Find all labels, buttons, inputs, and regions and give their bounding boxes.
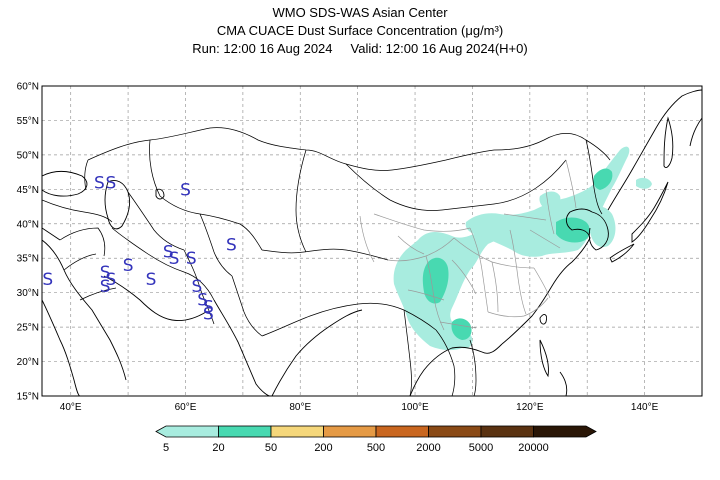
lat-tick-label: 55°N <box>17 116 39 127</box>
dust-station-symbol: S <box>180 180 191 200</box>
dust-station-symbol: S <box>100 263 111 283</box>
lat-tick-label: 45°N <box>17 185 39 196</box>
dust-station-symbol: S <box>203 304 214 324</box>
dust-station-symbol: S <box>192 277 203 297</box>
longitude-labels: 40°E 60°E 80°E 100°E 120°E 140°E <box>60 402 659 413</box>
latitude-labels: 15°N 20°N 25°N 30°N 35°N 40°N 45°N 50°N 55°N 60°N <box>17 82 39 403</box>
map-subtitle: CMA CUACE Dust Surface Concentration (μg… <box>216 23 504 38</box>
dust-region-yunnan-patch <box>451 318 472 340</box>
colorbar-label: 500 <box>367 442 385 454</box>
dust-station-symbol: S <box>169 249 180 269</box>
lat-tick-label: 40°N <box>17 219 39 230</box>
dust-station-symbol: S <box>163 242 174 262</box>
dust-station-symbol: S <box>197 291 208 311</box>
dust-region-japan-sea <box>636 177 652 189</box>
colorbar-segment <box>375 425 429 438</box>
valid-time: Valid: 12:00 16 Aug 2024(H+0) <box>350 41 528 56</box>
lon-tick-label: 100°E <box>401 402 429 413</box>
dust-station-symbol: S <box>105 270 116 290</box>
dust-region-ne-china <box>593 168 613 190</box>
colorbar-segment <box>428 425 482 438</box>
dust-station-symbol: S <box>186 249 197 269</box>
colorbar-label: 5000 <box>469 442 493 454</box>
lon-tick-label: 140°E <box>631 402 659 413</box>
province-borders <box>359 159 577 331</box>
lon-tick-label: 80°E <box>289 402 311 413</box>
map-frame <box>41 85 703 397</box>
lat-tick-label: 30°N <box>17 288 39 299</box>
colorbar-segment <box>218 425 272 438</box>
dust-station-symbol: S <box>42 270 53 290</box>
country-borders <box>42 127 611 396</box>
lon-tick-label: 120°E <box>516 402 544 413</box>
lat-tick-label: 25°N <box>17 323 39 334</box>
colorbar-segment <box>480 425 534 438</box>
colorbar-label: 20000 <box>518 442 549 454</box>
colorbar-label: 200 <box>314 442 332 454</box>
dust-station-symbol: S <box>226 235 237 255</box>
lon-tick-label: 40°E <box>60 402 82 413</box>
lat-tick-label: 50°N <box>17 150 39 161</box>
lat-tick-label: 20°N <box>17 357 39 368</box>
colorbar-label: 50 <box>265 442 277 454</box>
dust-region-sw-china <box>393 220 518 351</box>
colorbar: 5 20 50 200 500 2000 5000 20000 <box>155 425 597 454</box>
dust-region-north-china-2 <box>539 191 561 210</box>
colorbar-segment <box>533 425 597 438</box>
map-title: WMO SDS-WAS Asian Center <box>272 5 448 20</box>
run-valid-line: Run: 12:00 16 Aug 2024 Valid: 12:00 16 Au… <box>0 40 720 57</box>
dust-station-symbol: S <box>146 270 157 290</box>
dust-region-korea <box>588 206 616 248</box>
lat-tick-label: 60°N <box>17 82 39 93</box>
dust-station-symbol: S <box>203 297 214 317</box>
colorbar-label: 5 <box>163 442 169 454</box>
dust-station-symbol: S <box>100 277 111 297</box>
dust-concentration-shading <box>393 146 652 351</box>
colorbar-segment <box>323 425 377 438</box>
dust-station-symbol: S <box>123 256 134 276</box>
colorbar-segment <box>270 425 324 438</box>
lon-tick-label: 60°E <box>175 402 197 413</box>
dust-station-symbol: S <box>105 173 116 193</box>
coastlines-and-borders <box>42 89 702 396</box>
colorbar-label: 20 <box>212 442 224 454</box>
colorbar-label: 2000 <box>416 442 440 454</box>
map-gridlines <box>42 86 702 396</box>
dust-station-symbol: S <box>94 173 105 193</box>
lat-tick-label: 15°N <box>17 392 39 403</box>
run-time: Run: 12:00 16 Aug 2024 <box>192 41 333 56</box>
lat-tick-label: 35°N <box>17 254 39 265</box>
colorbar-segment <box>155 425 219 438</box>
